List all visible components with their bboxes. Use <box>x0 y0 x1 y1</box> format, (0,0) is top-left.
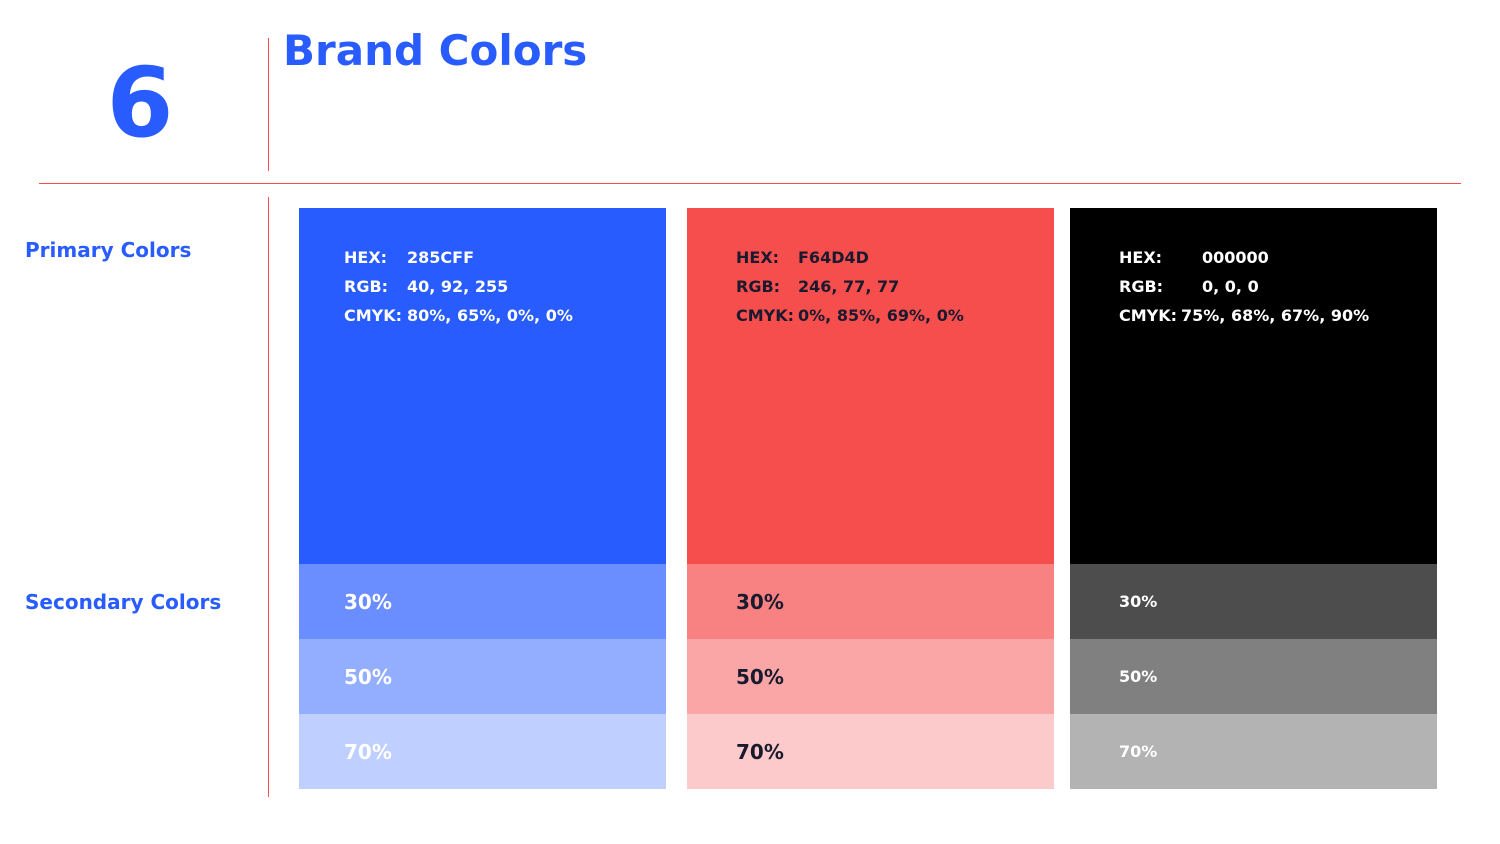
tint-50-blue: 50% <box>299 639 666 714</box>
spec-key: CMYK: <box>736 306 795 325</box>
spec-value: 75%, 68%, 67%, 90% <box>1181 306 1370 325</box>
main-swatch-black: HEX: 000000 RGB: 0, 0, 0 CMYK: 75%, 68%,… <box>1070 208 1437 564</box>
tint-50-red: 50% <box>687 639 1054 714</box>
section-number: 6 <box>106 47 174 159</box>
spec-value: 0, 0, 0 <box>1202 277 1259 296</box>
spec-key: RGB: <box>344 277 389 296</box>
tint-label: 50% <box>1119 667 1158 686</box>
vertical-divider-top <box>268 38 269 171</box>
vertical-divider-bottom <box>268 197 269 797</box>
spec-key: RGB: <box>736 277 781 296</box>
tint-label: 70% <box>736 739 784 764</box>
main-swatch-red: HEX: F64D4D RGB: 246, 77, 77 CMYK: 0%, 8… <box>687 208 1054 564</box>
spec-key: RGB: <box>1119 277 1164 296</box>
swatch-column-red: HEX: F64D4D RGB: 246, 77, 77 CMYK: 0%, 8… <box>687 208 1054 789</box>
horizontal-divider <box>39 183 1461 184</box>
tint-70-red: 70% <box>687 714 1054 789</box>
spec-key: HEX: <box>344 248 388 267</box>
swatch-column-black: HEX: 000000 RGB: 0, 0, 0 CMYK: 75%, 68%,… <box>1070 208 1437 789</box>
spec-value: 0%, 85%, 69%, 0% <box>798 306 964 325</box>
tint-30-red: 30% <box>687 564 1054 639</box>
spec-key: CMYK: <box>1119 306 1178 325</box>
tint-label: 50% <box>736 664 784 689</box>
tint-50-black: 50% <box>1070 639 1437 714</box>
page-title: Brand Colors <box>283 26 588 75</box>
tint-30-blue: 30% <box>299 564 666 639</box>
tint-30-black: 30% <box>1070 564 1437 639</box>
tint-label: 30% <box>736 589 784 614</box>
tint-70-blue: 70% <box>299 714 666 789</box>
tint-label: 70% <box>344 739 392 764</box>
main-swatch-blue: HEX: 285CFF RGB: 40, 92, 255 CMYK: 80%, … <box>299 208 666 564</box>
spec-key: CMYK: <box>344 306 403 325</box>
tint-label: 50% <box>344 664 392 689</box>
tint-label: 30% <box>1119 592 1158 611</box>
tint-label: 30% <box>344 589 392 614</box>
primary-colors-label: Primary Colors <box>25 238 192 262</box>
spec-value: 80%, 65%, 0%, 0% <box>407 306 573 325</box>
tint-70-black: 70% <box>1070 714 1437 789</box>
spec-key: HEX: <box>1119 248 1163 267</box>
spec-value: 000000 <box>1202 248 1269 267</box>
spec-value: F64D4D <box>798 248 869 267</box>
secondary-colors-label: Secondary Colors <box>25 590 222 614</box>
spec-value: 285CFF <box>407 248 474 267</box>
swatch-column-blue: HEX: 285CFF RGB: 40, 92, 255 CMYK: 80%, … <box>299 208 666 789</box>
tint-label: 70% <box>1119 742 1158 761</box>
spec-key: HEX: <box>736 248 780 267</box>
spec-value: 246, 77, 77 <box>798 277 900 296</box>
spec-value: 40, 92, 255 <box>407 277 509 296</box>
